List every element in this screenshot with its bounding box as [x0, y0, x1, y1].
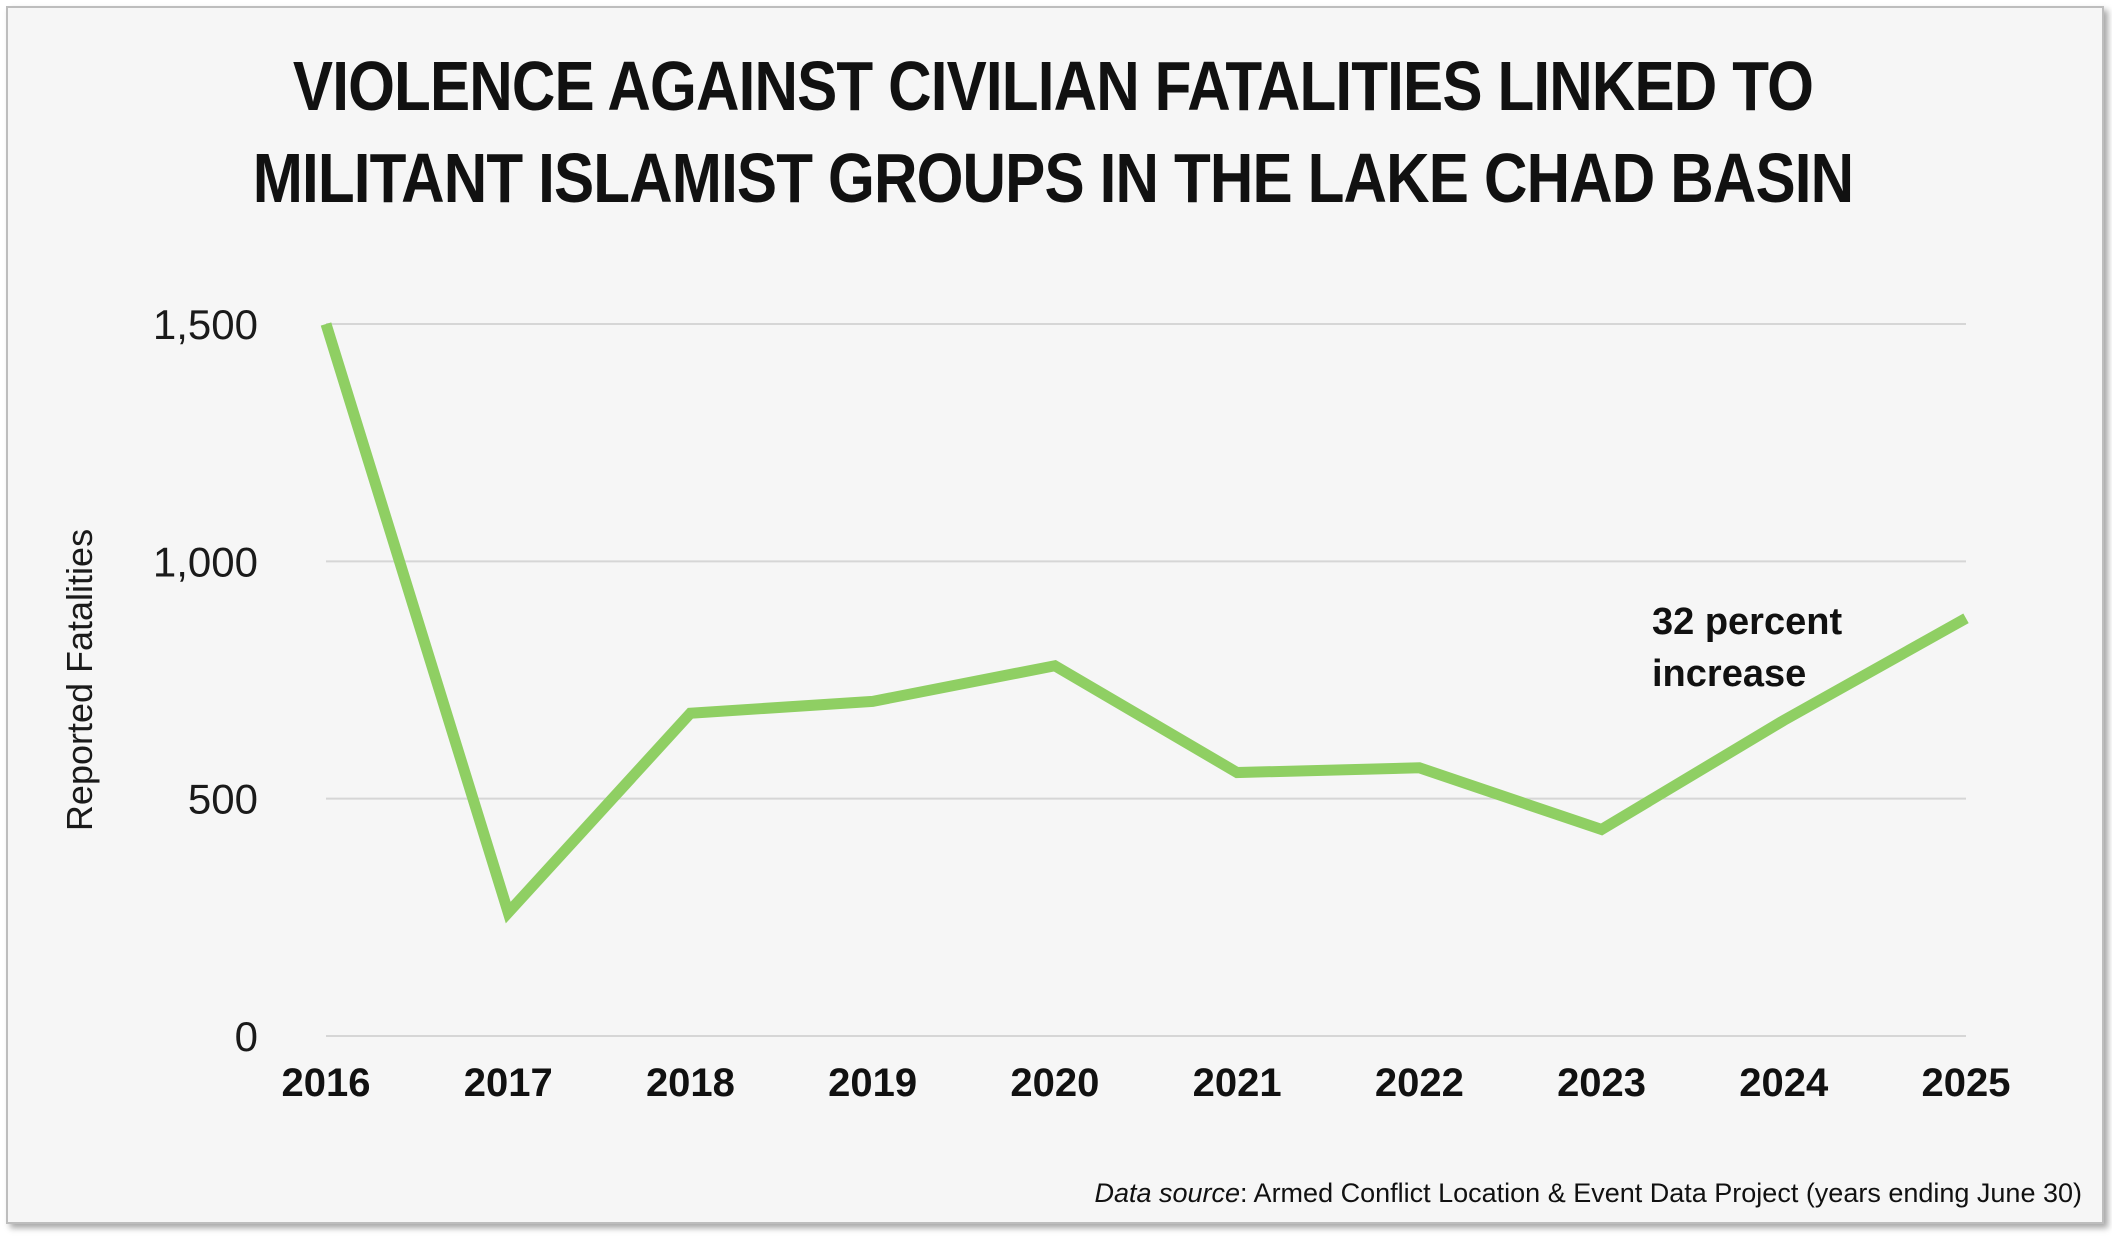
x-tick-label: 2020	[1010, 1061, 1099, 1105]
x-tick-label: 2016	[282, 1061, 371, 1105]
x-tick-label: 2023	[1557, 1061, 1646, 1105]
chart-title-line-2: MILITANT ISLAMIST GROUPS IN THE LAKE CHA…	[252, 139, 1854, 217]
chart-title: VIOLENCE AGAINST CIVILIAN FATALITIES LIN…	[147, 40, 1958, 224]
chart-title-line-1: VIOLENCE AGAINST CIVILIAN FATALITIES LIN…	[292, 47, 1814, 125]
x-tick-label: 2021	[1193, 1061, 1282, 1105]
x-tick-label: 2018	[646, 1061, 735, 1105]
chart-frame	[6, 6, 2104, 1224]
data-source-note: Data source: Armed Conflict Location & E…	[1094, 1178, 2082, 1209]
x-tick-label: 2017	[464, 1061, 553, 1105]
y-tick-label: 500	[188, 776, 258, 823]
x-tick-label: 2024	[1739, 1061, 1829, 1105]
x-tick-label: 2019	[828, 1061, 917, 1105]
y-tick-label: 1,000	[153, 538, 258, 585]
data-source-label: Data source	[1094, 1178, 1241, 1208]
x-tick-label: 2022	[1375, 1061, 1464, 1105]
series-line	[320, 322, 1969, 924]
annotation-line-2: increase	[1652, 653, 1806, 695]
x-axis-ticks: 2016 2017 2018 2019 2020 2021 2022 2023 2024 2025	[282, 1061, 2011, 1105]
data-source-text: : Armed Conflict Location & Event Data P…	[1240, 1178, 2082, 1208]
gridlines	[326, 323, 1966, 1037]
y-axis-label: Reported Fatalities	[59, 529, 100, 831]
x-tick-label: 2025	[1922, 1061, 2011, 1105]
annotation-line-1: 32 percent	[1652, 601, 1842, 643]
y-tick-label: 0	[235, 1013, 258, 1060]
y-tick-label: 1,500	[153, 301, 258, 348]
y-axis-ticks: 0 500 1,000 1,500	[153, 301, 258, 1060]
